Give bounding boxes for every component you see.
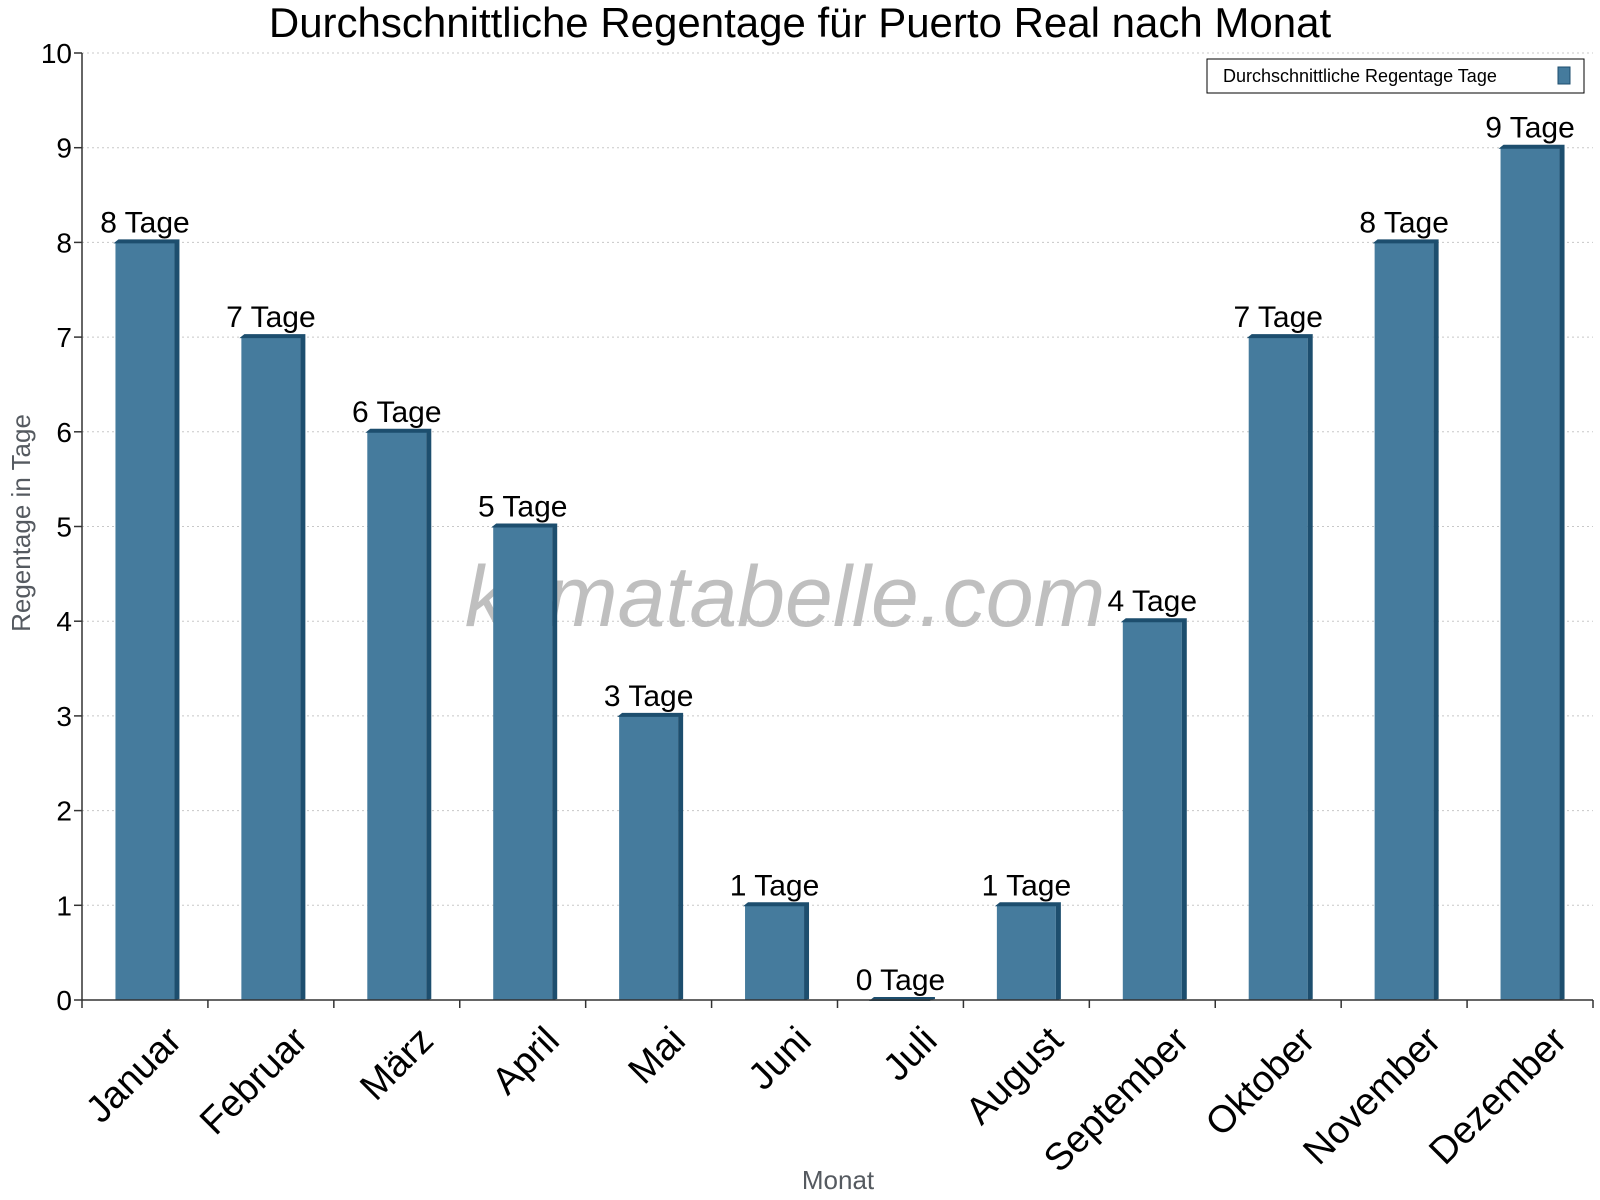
bar-front-6 bbox=[745, 905, 805, 1000]
bar-3[interactable] bbox=[365, 428, 432, 1000]
x-tick-label-8: August bbox=[958, 1019, 1072, 1133]
bar-series bbox=[113, 144, 1565, 1001]
bar-side-1 bbox=[174, 239, 180, 1000]
y-tick-label-4: 4 bbox=[56, 606, 72, 637]
bar-side-9 bbox=[1181, 618, 1187, 1000]
bar-front-3 bbox=[367, 431, 427, 1000]
bar-top-10 bbox=[1246, 334, 1313, 339]
legend-swatch bbox=[1557, 66, 1571, 85]
x-tick-label-4: April bbox=[484, 1019, 567, 1102]
x-tick-label-5: Mai bbox=[621, 1019, 694, 1092]
legend[interactable]: Durchschnittliche Regentage Tage bbox=[1206, 58, 1585, 94]
bar-11[interactable] bbox=[1372, 239, 1439, 1000]
bar-front-1 bbox=[115, 242, 175, 1000]
legend-entry-label: Durchschnittliche Regentage Tage bbox=[1223, 66, 1497, 86]
y-tick-label-6: 6 bbox=[56, 417, 72, 448]
bar-front-10 bbox=[1248, 337, 1308, 1001]
data-label-11: 8 Tage bbox=[1359, 206, 1449, 239]
bar-5[interactable] bbox=[617, 712, 684, 1000]
bar-front-11 bbox=[1374, 242, 1434, 1000]
y-tick-label-8: 8 bbox=[56, 227, 72, 258]
x-axis-title: Monat bbox=[802, 1165, 875, 1195]
watermark-text: klimatabelle.com bbox=[465, 549, 1105, 645]
data-label-2: 7 Tage bbox=[226, 301, 316, 334]
bar-top-11 bbox=[1372, 239, 1439, 244]
bar-top-9 bbox=[1120, 618, 1187, 623]
y-tick-label-3: 3 bbox=[56, 701, 72, 732]
y-axis-title: Regentage in Tage bbox=[6, 414, 36, 632]
data-label-1: 8 Tage bbox=[100, 206, 190, 239]
x-tick-label-11: November bbox=[1296, 1019, 1450, 1173]
data-label-9: 4 Tage bbox=[1108, 585, 1198, 618]
bar-1[interactable] bbox=[113, 239, 180, 1000]
y-tick-label-10: 10 bbox=[41, 38, 72, 69]
data-label-10: 7 Tage bbox=[1233, 301, 1323, 334]
bar-10[interactable] bbox=[1246, 334, 1313, 1001]
bar-8[interactable] bbox=[994, 902, 1061, 1000]
bar-front-2 bbox=[241, 337, 301, 1001]
bar-12[interactable] bbox=[1498, 144, 1565, 1000]
bar-front-4 bbox=[493, 526, 553, 1000]
bar-top-8 bbox=[994, 902, 1061, 907]
bar-top-5 bbox=[617, 712, 684, 717]
y-tick-label-2: 2 bbox=[56, 796, 72, 827]
data-label-5: 3 Tage bbox=[604, 680, 694, 713]
bar-side-6 bbox=[804, 902, 810, 1000]
gridlines bbox=[82, 52, 1593, 906]
x-tick-label-3: März bbox=[352, 1019, 441, 1108]
bar-front-8 bbox=[996, 905, 1056, 1000]
y-tick-label-7: 7 bbox=[56, 322, 72, 353]
bar-top-4 bbox=[491, 523, 558, 528]
bar-side-8 bbox=[1055, 902, 1061, 1000]
bar-top-2 bbox=[239, 334, 306, 339]
x-tick-label-12: Dezember bbox=[1421, 1019, 1575, 1173]
bar-2[interactable] bbox=[239, 334, 306, 1001]
bar-side-10 bbox=[1307, 334, 1313, 1001]
bar-top-1 bbox=[113, 239, 180, 244]
data-label-4: 5 Tage bbox=[478, 491, 568, 524]
legend-box bbox=[1206, 58, 1585, 94]
data-label-12: 9 Tage bbox=[1485, 112, 1575, 145]
x-tick-label-2: Februar bbox=[192, 1019, 316, 1143]
bar-top-12 bbox=[1498, 144, 1565, 149]
data-labels: 8 Tage 7 Tage 6 Tage 5 Tage 3 Tage 1 Tage 0 Ta… bbox=[100, 112, 1575, 997]
y-tick-label-9: 9 bbox=[56, 133, 72, 164]
bar-side-5 bbox=[678, 712, 684, 1000]
bar-top-3 bbox=[365, 428, 432, 433]
data-label-3: 6 Tage bbox=[352, 396, 442, 429]
bar-front-12 bbox=[1500, 147, 1560, 1000]
data-label-6: 1 Tage bbox=[730, 869, 820, 902]
bar-side-12 bbox=[1559, 144, 1565, 1000]
bar-front-5 bbox=[619, 715, 679, 1000]
x-tick-label-10: Oktober bbox=[1198, 1019, 1324, 1145]
bar-front-9 bbox=[1122, 621, 1182, 1000]
y-tick-label-1: 1 bbox=[56, 890, 72, 921]
x-tick-label-7: Juli bbox=[875, 1019, 945, 1089]
y-tick-label-5: 5 bbox=[56, 512, 72, 543]
x-tick-label-6: Juni bbox=[741, 1019, 820, 1098]
bar-side-11 bbox=[1433, 239, 1439, 1000]
data-label-7: 0 Tage bbox=[856, 964, 946, 997]
x-tick-label-1: Januar bbox=[78, 1019, 190, 1131]
bar-6[interactable] bbox=[743, 902, 810, 1000]
bar-4[interactable] bbox=[491, 523, 558, 1001]
bar-side-4 bbox=[552, 523, 558, 1000]
chart-title: Durchschnittliche Regentage für Puerto R… bbox=[269, 0, 1332, 46]
bar-9[interactable] bbox=[1120, 618, 1187, 1000]
bar-top-6 bbox=[743, 902, 810, 907]
bar-side-3 bbox=[426, 428, 432, 1000]
y-tick-label-0: 0 bbox=[56, 985, 72, 1016]
bar-side-2 bbox=[300, 334, 306, 1001]
data-label-8: 1 Tage bbox=[982, 869, 1072, 902]
